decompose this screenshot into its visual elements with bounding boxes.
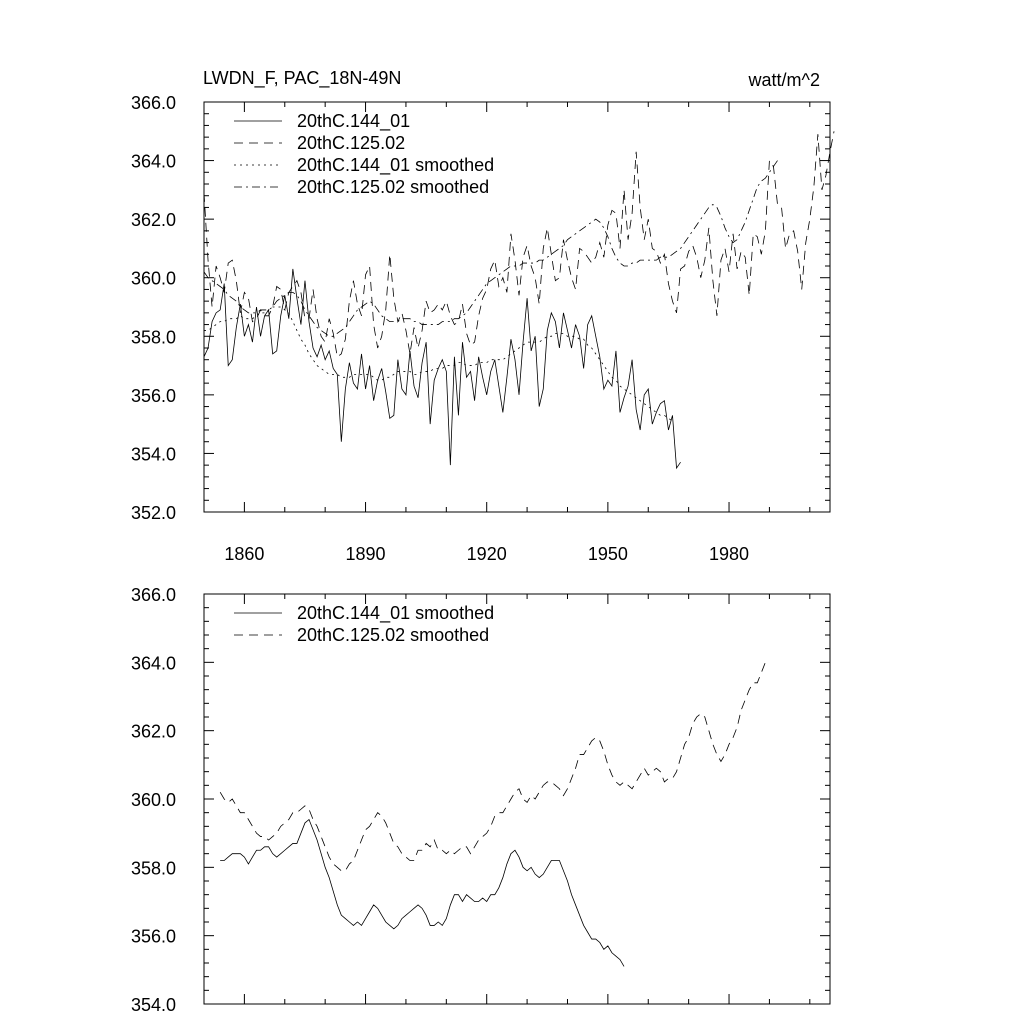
legend-label: 20thC.125.02 xyxy=(297,133,405,153)
legend-label: 20thC.144_01 smoothed xyxy=(297,155,494,176)
top-x-axis: 1860 1890 1920 1950 1980 xyxy=(203,102,811,564)
series-line xyxy=(203,160,778,337)
y-tick-label: 366.0 xyxy=(131,585,176,605)
y-tick-label: 362.0 xyxy=(131,210,176,230)
y-tick-label: 364.0 xyxy=(131,653,176,673)
figure-units: watt/m^2 xyxy=(748,70,820,90)
series-line xyxy=(204,306,673,422)
y-tick-label: 352.0 xyxy=(131,503,176,523)
x-tick-label: 1860 xyxy=(224,544,264,564)
bottom-series xyxy=(219,662,766,967)
y-tick-label: 354.0 xyxy=(131,444,176,464)
x-tick-label: 1950 xyxy=(588,544,628,564)
bottom-panel: 354.0 356.0 358.0 360.0 362.0 364.0 366.0 20th… xyxy=(131,585,831,1015)
series-line xyxy=(219,662,766,872)
top-panel: 1860 1890 1920 1950 1980 352.0 354.0 356.0 358.… xyxy=(131,93,835,564)
x-tick-label: 1920 xyxy=(467,544,507,564)
y-tick-label: 366.0 xyxy=(131,93,176,113)
y-tick-label: 358.0 xyxy=(131,858,176,878)
y-tick-label: 364.0 xyxy=(131,152,176,172)
figure-title: LWDN_F, PAC_18N-49N xyxy=(203,68,401,89)
legend-label: 20thC.125.02 smoothed xyxy=(297,177,489,197)
legend-label: 20thC.144_01 smoothed xyxy=(297,603,494,624)
series-line xyxy=(203,131,835,358)
top-series xyxy=(203,131,835,470)
bottom-plot-frame xyxy=(203,593,831,1005)
y-tick-label: 354.0 xyxy=(131,995,176,1015)
series-line xyxy=(220,818,625,967)
y-tick-label: 356.0 xyxy=(131,927,176,947)
top-y-axis: 352.0 354.0 356.0 358.0 360.0 362.0 364.0 366.0 xyxy=(131,93,830,523)
bottom-x-axis xyxy=(203,594,811,1004)
legend-label: 20thC.125.02 smoothed xyxy=(297,625,489,645)
series-line xyxy=(203,268,681,470)
legend-label: 20thC.144_01 xyxy=(297,111,410,132)
y-tick-label: 360.0 xyxy=(131,790,176,810)
y-tick-label: 358.0 xyxy=(131,327,176,347)
bottom-y-axis: 354.0 356.0 358.0 360.0 362.0 364.0 366.0 xyxy=(131,585,830,1015)
x-tick-label: 1890 xyxy=(346,544,386,564)
y-tick-label: 360.0 xyxy=(131,269,176,289)
y-tick-label: 362.0 xyxy=(131,722,176,742)
x-tick-label: 1980 xyxy=(709,544,749,564)
top-plot-frame xyxy=(203,101,831,513)
y-tick-label: 356.0 xyxy=(131,386,176,406)
